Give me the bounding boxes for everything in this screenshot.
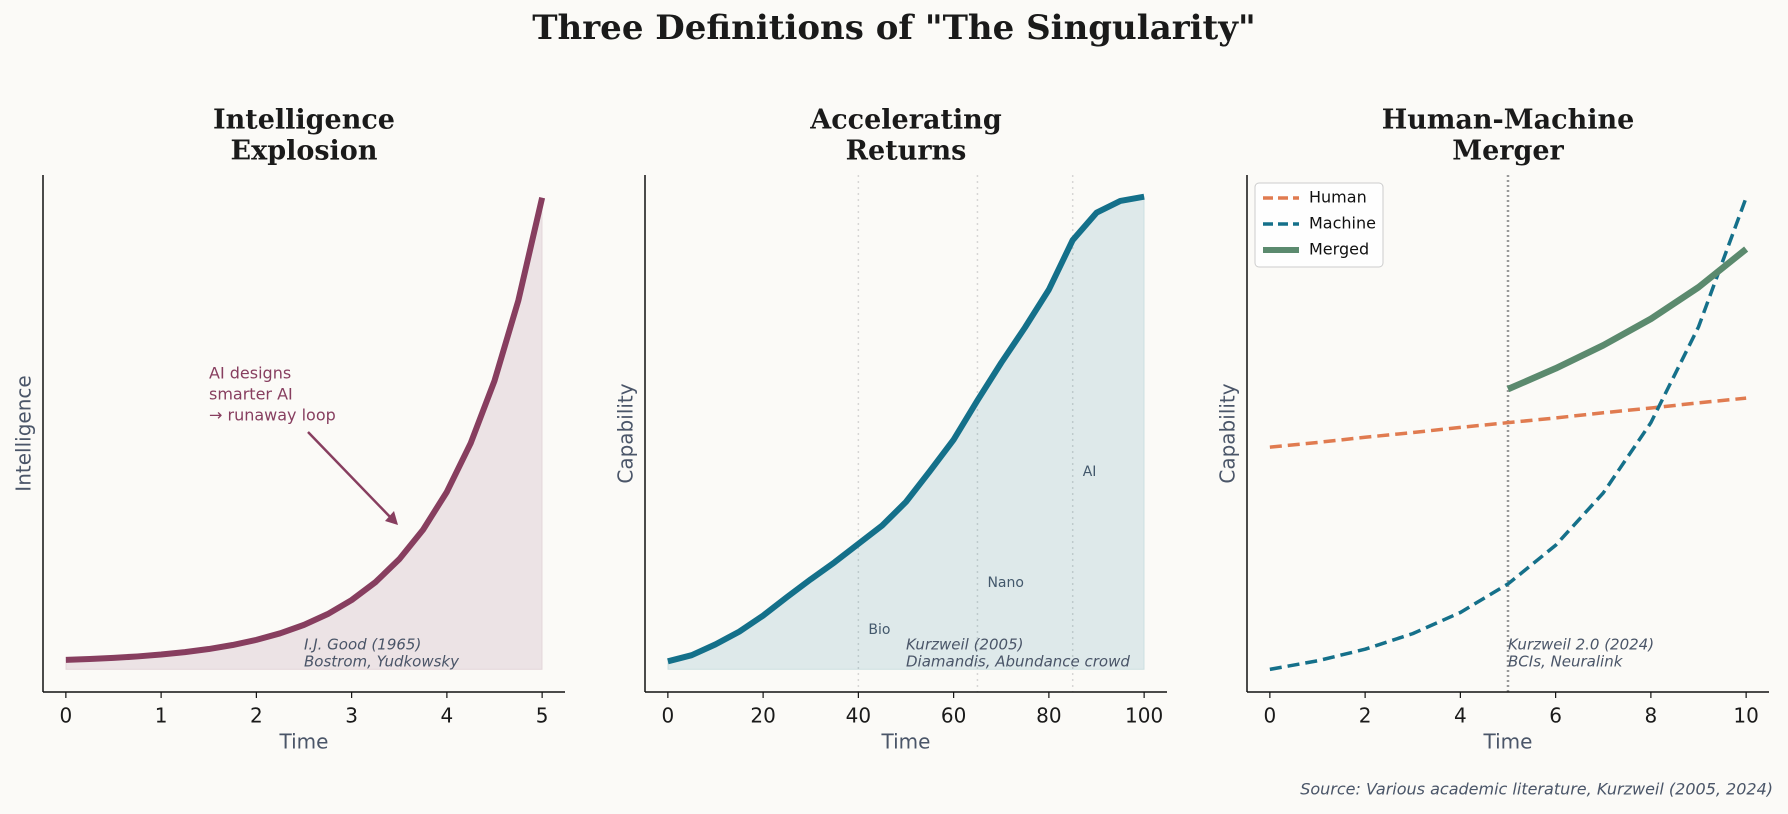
x-tick-label: 60 [941,704,966,728]
arrow-head [385,511,398,525]
milestone-label: Nano [987,575,1024,591]
line [65,196,546,663]
x-tick-label: 8 [1645,704,1658,728]
citation: I.J. Good (1965) [304,636,421,654]
legend-label: Merged [1309,240,1369,259]
milestone-label: Bio [868,622,890,638]
citation: Kurzweil (2005) [906,636,1023,654]
panel-title: Intelligence [213,105,395,136]
legend-label: Human [1309,188,1367,207]
panel-title: Human-Machine [1382,105,1635,136]
x-tick-label: 100 [1125,704,1163,728]
legend-label: Machine [1309,214,1376,233]
panel-title: Merger [1452,136,1564,167]
x-tick-label: 80 [1036,704,1061,728]
citation: Kurzweil 2.0 (2024) [1508,636,1654,654]
panel-title: Explosion [231,136,378,167]
x-axis-label: Time [279,730,329,754]
source-note: Source: Various academic literature, Kur… [1300,780,1773,799]
figure-title: Three Definitions of "The Singularity" [532,8,1255,48]
x-tick-label: 2 [250,704,263,728]
line [1506,246,1749,393]
annotation: AI designs [209,364,291,383]
x-tick-label: 0 [1263,704,1276,728]
annotation: smarter AI [209,385,293,404]
x-tick-label: 2 [1359,704,1372,728]
x-tick-label: 40 [846,704,871,728]
y-axis-label: Capability [1216,383,1240,483]
panel-title: Accelerating [809,105,1002,136]
panel-title: Returns [846,136,967,167]
x-axis-label: Time [1483,730,1533,754]
x-tick-label: 0 [661,704,674,728]
line [1269,197,1748,672]
milestone-label: AI [1083,464,1097,480]
x-tick-label: 3 [345,704,358,728]
line [1269,396,1747,449]
x-axis-label: Time [881,730,931,754]
x-tick-label: 10 [1733,704,1758,728]
x-tick-label: 4 [1454,704,1467,728]
line [667,193,1145,665]
legend-box [1254,182,1384,268]
x-tick-label: 20 [750,704,775,728]
x-tick-label: 6 [1549,704,1562,728]
annotation-arrow [307,431,394,521]
annotation: → runaway loop [209,406,336,425]
citation: Diamandis, Abundance crowd [906,653,1130,671]
y-axis-label: Capability [614,383,638,483]
x-tick-label: 5 [536,704,549,728]
citation: Bostrom, Yudkowsky [304,653,460,671]
x-tick-label: 1 [155,704,168,728]
citation: BCIs, Neuralink [1508,653,1624,671]
x-tick-label: 0 [59,704,72,728]
x-tick-label: 4 [441,704,454,728]
y-axis-label: Intelligence [12,375,36,491]
